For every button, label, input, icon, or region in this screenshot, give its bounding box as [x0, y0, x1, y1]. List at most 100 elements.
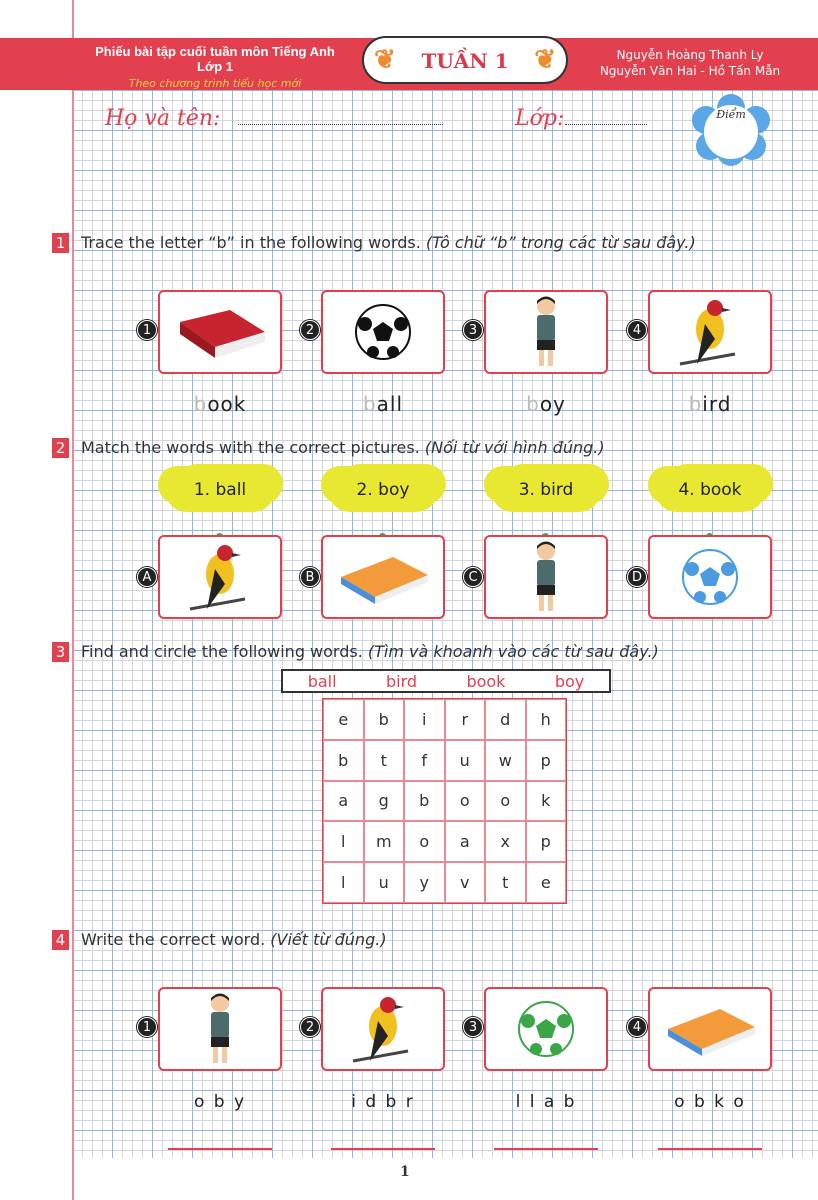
grid-letter[interactable]: f: [404, 739, 445, 781]
picture-card[interactable]: [158, 535, 282, 619]
trace-letter[interactable]: b: [362, 392, 377, 416]
grid-letter[interactable]: o: [444, 780, 485, 822]
trace-word[interactable]: ball: [321, 392, 445, 416]
grid-letter[interactable]: b: [323, 739, 364, 781]
answer-line[interactable]: [658, 1148, 762, 1150]
grid-letter[interactable]: u: [444, 739, 485, 781]
item-number: 4: [627, 1017, 647, 1037]
grid-letter[interactable]: l: [323, 862, 364, 903]
name-field[interactable]: [238, 124, 443, 125]
bird-picture: [679, 300, 736, 366]
boy-picture: [537, 296, 555, 366]
class-field[interactable]: [565, 124, 647, 125]
worksheet-subtitle: Theo chương trình tiểu học mới: [128, 77, 302, 90]
scrambled-word: o b y: [193, 1092, 247, 1112]
scrambled-word: o b k o: [674, 1092, 746, 1112]
grid-letter[interactable]: t: [485, 862, 526, 903]
grid-letter[interactable]: o: [404, 821, 445, 863]
header-band: Phiếu bài tập cuối tuần môn Tiếng Anh Lớ…: [0, 36, 818, 90]
item-number: 2: [300, 320, 320, 340]
section-2-heading: 2 Match the words with the correct pictur…: [52, 438, 605, 458]
picture-letter: C: [463, 567, 483, 587]
trace-word[interactable]: boy: [484, 392, 608, 416]
scrambled-word: l l a b: [515, 1092, 577, 1112]
class-label: Lớp:: [515, 106, 565, 131]
grid-letter[interactable]: o: [485, 780, 526, 822]
grid-letter[interactable]: e: [525, 862, 566, 903]
instruction: Match the words with the correct picture…: [81, 438, 420, 457]
word-cloud: 1. ball: [165, 468, 275, 512]
answer-line[interactable]: [331, 1148, 435, 1150]
picture-card[interactable]: [484, 535, 608, 619]
grid-letter[interactable]: p: [525, 739, 566, 781]
worksheet-title: Phiếu bài tập cuối tuần môn Tiếng Anh Lớ…: [95, 44, 335, 74]
authors: Nguyễn Hoàng Thanh Ly Nguyễn Văn Hai - H…: [590, 47, 790, 79]
margin-line: [72, 0, 74, 1200]
grid-letter[interactable]: l: [323, 821, 364, 863]
answer-line[interactable]: [168, 1148, 272, 1150]
grid-letter[interactable]: h: [525, 699, 566, 740]
grid-letter[interactable]: m: [363, 821, 404, 863]
item-number: 4: [627, 320, 647, 340]
week-label: TUẦN 1: [421, 49, 509, 73]
grid-letter[interactable]: p: [525, 821, 566, 863]
trace-letter[interactable]: b: [193, 392, 208, 416]
trace-word[interactable]: bird: [648, 392, 772, 416]
picture-card: [321, 987, 445, 1071]
trace-word[interactable]: book: [158, 392, 282, 416]
trace-letter[interactable]: b: [526, 392, 540, 416]
instruction: Write the correct word.: [81, 930, 266, 949]
grid-letter[interactable]: u: [363, 862, 404, 903]
grid-letter[interactable]: d: [485, 699, 526, 740]
word: boy: [554, 671, 585, 691]
word: ball: [307, 671, 337, 691]
trace-letter[interactable]: b: [688, 392, 703, 416]
instruction: Trace the letter “b” in the following wo…: [81, 233, 421, 252]
section-number: 2: [52, 438, 69, 458]
grid-letter[interactable]: t: [363, 739, 404, 781]
name-label: Họ và tên:: [105, 106, 221, 131]
grid-letter[interactable]: y: [404, 862, 445, 903]
score-flower: Điểm: [690, 94, 772, 166]
grid-letter[interactable]: r: [444, 699, 485, 740]
picture-card: [484, 290, 608, 374]
picture-card[interactable]: [321, 535, 445, 619]
boy-picture: [211, 993, 229, 1063]
green-ball-picture: [518, 1001, 574, 1057]
picture-card: [484, 987, 608, 1071]
instruction-vi: (Tìm và khoanh vào các từ sau đây.): [367, 642, 659, 661]
word-cloud: 2. boy: [328, 468, 438, 512]
blue-ball-picture: [682, 549, 738, 605]
answer-line[interactable]: [494, 1148, 598, 1150]
instruction: Find and circle the following words.: [81, 642, 363, 661]
author-line: Nguyễn Hoàng Thanh Ly: [616, 48, 764, 62]
grid-letter[interactable]: i: [404, 699, 445, 740]
grid-letter[interactable]: e: [323, 699, 364, 740]
instruction-vi: (Viết từ đúng.): [270, 930, 387, 949]
grid-letter[interactable]: a: [444, 821, 485, 863]
grid-letter[interactable]: g: [363, 780, 404, 822]
section-number: 3: [52, 642, 69, 662]
grid-letter[interactable]: a: [323, 780, 364, 822]
grid-letter[interactable]: b: [363, 699, 404, 740]
orange-book-picture: [668, 1009, 755, 1056]
section-number: 4: [52, 930, 69, 950]
picture-letter: B: [300, 567, 320, 587]
item-number: 3: [463, 1017, 483, 1037]
grid-letter[interactable]: w: [485, 739, 526, 781]
grid-letter[interactable]: k: [525, 780, 566, 822]
word-rest: oy: [539, 392, 566, 416]
instruction-vi: (Tô chữ “b” trong các từ sau đây.): [425, 233, 696, 252]
grid-letter[interactable]: v: [444, 862, 485, 903]
picture-card: [648, 987, 772, 1071]
ornament-icon: ❦: [534, 45, 556, 75]
red-book-picture: [180, 310, 265, 358]
section-1-heading: 1 Trace the letter “b” in the following w…: [52, 233, 696, 253]
grid-letter[interactable]: b: [404, 780, 445, 822]
picture-letter: A: [137, 567, 157, 587]
author-line: Nguyễn Văn Hai - Hồ Tấn Mẫn: [599, 64, 781, 78]
picture-card[interactable]: [648, 535, 772, 619]
section-number: 1: [52, 233, 69, 253]
grid-letter[interactable]: x: [485, 821, 526, 863]
